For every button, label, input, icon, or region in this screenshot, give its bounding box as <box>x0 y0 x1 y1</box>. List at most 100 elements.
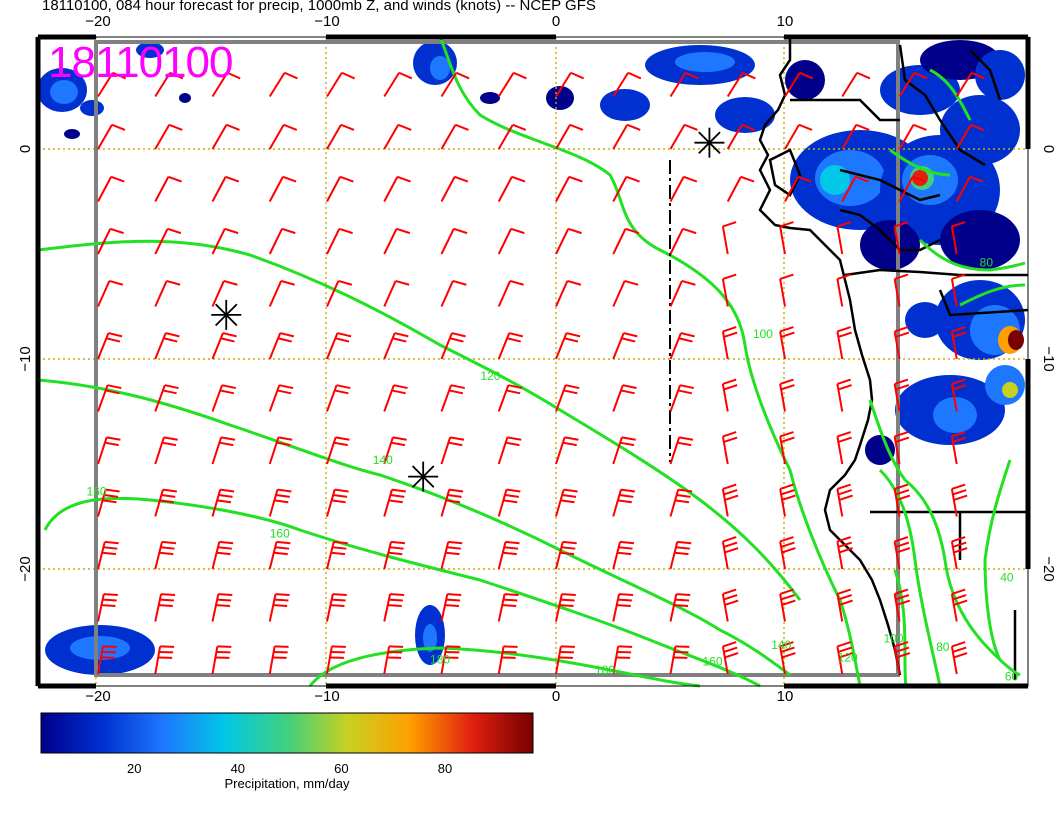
wind-barb <box>211 488 235 517</box>
wind-barb <box>612 645 633 675</box>
wind-barb <box>721 588 739 622</box>
wind-barb <box>893 588 911 622</box>
wind-barb <box>440 175 469 202</box>
coastline <box>758 37 1029 680</box>
wind-barb <box>726 71 756 98</box>
wind-barb <box>612 123 641 150</box>
wind-barb <box>211 384 236 412</box>
wind-barb <box>779 378 795 412</box>
wind-barb <box>97 540 119 570</box>
wind-barb <box>612 71 642 98</box>
wind-barb <box>383 540 406 570</box>
wind-barb <box>326 436 350 465</box>
colorbar-ticks: 20 40 60 80 <box>127 761 452 776</box>
wind-barb <box>326 593 347 622</box>
wind-barb <box>779 326 795 360</box>
wind-barb <box>779 483 796 517</box>
contour-label: 120 <box>480 369 500 383</box>
wind-barb <box>154 123 183 150</box>
contour-label: 100 <box>883 632 903 646</box>
wind-barb <box>268 384 294 412</box>
wind-barb <box>950 431 967 465</box>
wind-barb <box>268 279 295 307</box>
wind-barb <box>268 436 293 465</box>
wind-barb <box>497 488 521 517</box>
contour-label: 160 <box>703 655 723 669</box>
wind-barb <box>211 645 232 675</box>
wind-barb <box>841 123 870 150</box>
wind-barb <box>383 593 405 622</box>
contour-label: 180 <box>595 663 615 677</box>
wind-barb <box>268 593 290 622</box>
markers <box>211 127 725 492</box>
wind-barb <box>211 279 238 307</box>
wind-barb <box>950 326 967 360</box>
wind-barb <box>326 279 353 307</box>
wind-barb <box>669 645 690 675</box>
wind-barb <box>383 332 409 360</box>
wind-barb <box>97 332 123 360</box>
wind-barb <box>154 71 184 98</box>
wind-barb <box>211 71 241 98</box>
wind-barb <box>721 431 738 465</box>
contour-labels: 160 160 140 120 100 80 40 60 180 180 160 140 120 100 8… <box>87 256 1019 684</box>
inner-frame <box>94 40 900 677</box>
contour-label: 100 <box>753 327 773 341</box>
wind-barb <box>841 175 869 202</box>
wind-barb <box>268 227 296 255</box>
wind-barb <box>211 227 239 255</box>
wind-barb <box>211 436 236 465</box>
wind-barb <box>440 645 461 675</box>
z1000-contours <box>37 36 1026 688</box>
wind-barb <box>383 436 407 465</box>
wind-barb <box>779 641 796 675</box>
wind-barb <box>97 645 117 675</box>
wind-barb <box>726 175 755 202</box>
wind-barb <box>211 593 233 622</box>
wind-barb <box>268 488 292 517</box>
wind-barb <box>893 431 910 465</box>
wind-barb <box>383 645 404 675</box>
wind-barb <box>497 436 522 465</box>
wind-barb <box>893 326 910 360</box>
wind-barb <box>326 71 356 98</box>
contour-label: 160 <box>87 485 107 499</box>
wind-barb <box>893 221 909 255</box>
wind-barb <box>154 227 182 255</box>
wind-barb <box>154 593 176 622</box>
wind-barb <box>97 593 118 622</box>
wind-barbs <box>97 71 985 675</box>
wind-barb <box>497 123 527 150</box>
wind-barb <box>326 175 354 202</box>
wind-barb <box>497 384 523 412</box>
wind-barb <box>326 645 346 675</box>
wind-barb <box>440 123 469 150</box>
y-tick-right: 0 <box>1040 145 1056 153</box>
wind-barb <box>211 123 240 150</box>
marker-west <box>211 299 242 330</box>
wind-barb <box>950 641 968 675</box>
contour-label: 40 <box>1000 571 1014 585</box>
wind-barb <box>383 384 408 412</box>
wind-barb <box>898 71 928 98</box>
wind-barb <box>555 123 584 150</box>
wind-barb <box>555 593 576 622</box>
colorbar-ramp <box>40 712 534 754</box>
wind-barb <box>268 540 291 570</box>
wind-barb <box>97 71 127 98</box>
wind-barb <box>383 279 410 307</box>
wind-barb <box>950 588 968 622</box>
wind-barb <box>497 645 518 675</box>
wind-barb <box>555 436 579 465</box>
date-stamp: 18110100 <box>48 38 233 87</box>
wind-barb <box>440 332 466 360</box>
wind-barb <box>612 488 635 517</box>
wind-barb <box>950 483 968 517</box>
wind-barb <box>779 588 796 622</box>
precip-blob-topleft <box>37 42 191 139</box>
wind-barb <box>268 645 289 675</box>
wind-barb <box>669 279 696 307</box>
y-tick-left: −10 <box>17 346 34 371</box>
x-tick-top: −20 <box>85 13 110 30</box>
wind-barb <box>836 378 852 412</box>
